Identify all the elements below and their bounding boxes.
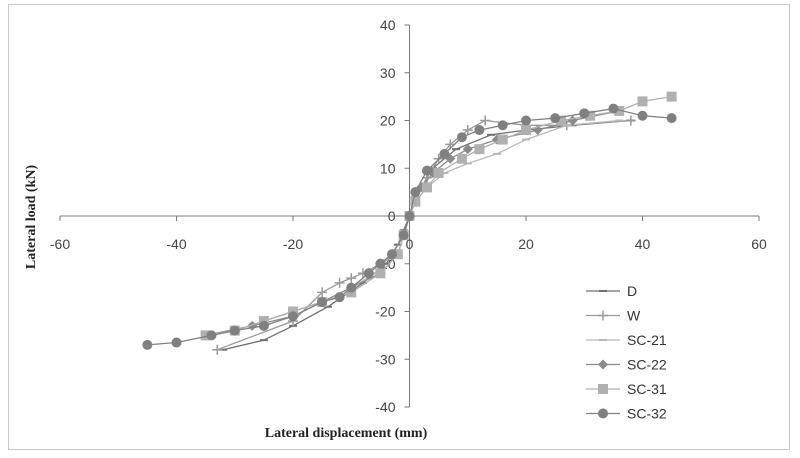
data-point	[474, 125, 485, 136]
legend-entry: SC-31	[586, 381, 667, 397]
data-point	[317, 287, 328, 298]
data-point	[206, 330, 217, 341]
data-point	[392, 249, 403, 260]
x-tick-label: 40	[635, 236, 651, 252]
data-point	[637, 96, 648, 107]
legend-marker	[598, 408, 608, 419]
x-tick-label: 0	[406, 236, 414, 252]
x-tick-label: 20	[518, 236, 534, 252]
data-point	[334, 292, 345, 303]
data-point	[579, 108, 590, 119]
legend-entry: SC-22	[586, 357, 667, 373]
x-tick-label: -60	[50, 236, 70, 252]
series-layer	[142, 91, 677, 355]
data-point	[288, 311, 298, 322]
data-point	[334, 277, 345, 288]
series-line	[217, 119, 631, 351]
data-point	[212, 344, 223, 355]
y-axis-title: Lateral load (kN)	[24, 165, 39, 270]
legend-label: SC-31	[627, 381, 667, 397]
data-point	[462, 144, 473, 155]
data-point	[439, 148, 450, 159]
data-point	[404, 211, 415, 221]
y-tick-label: -20	[375, 304, 395, 320]
data-point	[200, 330, 211, 341]
legend-label: D	[627, 283, 637, 299]
data-point	[625, 115, 636, 126]
legend: DW SC-21 SC-22 SC-31 SC-32	[586, 283, 667, 422]
y-tick-label: -30	[375, 351, 395, 367]
data-point	[550, 113, 561, 124]
series-sc-22	[200, 105, 625, 341]
legend-label: SC-22	[627, 357, 667, 373]
data-point	[421, 182, 432, 193]
legend-label: SC-32	[627, 406, 667, 422]
legend-label: SC-21	[627, 332, 667, 348]
data-point	[171, 337, 182, 348]
data-point	[462, 125, 473, 136]
data-point	[480, 115, 491, 126]
y-tick-label: 40	[380, 17, 396, 33]
series-sc-32	[142, 103, 677, 350]
data-point	[521, 115, 531, 126]
data-point	[258, 320, 269, 331]
data-point	[666, 91, 677, 102]
legend-marker	[598, 310, 608, 321]
x-axis-title: Lateral displacement (mm)	[265, 426, 428, 441]
data-point	[521, 125, 531, 136]
data-point	[555, 115, 566, 126]
chart-frame: -60 -40 -20 0 20 40 60 -40 -30 -20 -10 0 10 20 30 40 La…	[8, 4, 790, 450]
y-tick-label: 20	[380, 113, 396, 129]
data-point	[637, 110, 648, 121]
y-tick-label: 0	[388, 208, 396, 224]
x-tick-label: -20	[283, 236, 303, 252]
data-point	[608, 103, 619, 114]
data-point	[346, 273, 357, 284]
data-point	[346, 282, 357, 293]
data-point	[497, 134, 508, 145]
series-line	[205, 110, 620, 337]
data-point	[363, 268, 374, 279]
data-point	[497, 120, 508, 131]
data-point	[375, 258, 386, 269]
y-tick-label: 30	[380, 65, 396, 81]
data-point	[229, 325, 240, 336]
data-point	[142, 339, 153, 350]
data-point	[398, 230, 409, 241]
legend-entry: SC-21	[586, 332, 667, 348]
data-point	[410, 196, 421, 207]
legend-marker	[598, 384, 608, 394]
data-point	[474, 144, 485, 155]
series-line	[205, 95, 672, 337]
data-point	[614, 105, 625, 116]
series-w	[212, 115, 636, 355]
legend-entry: W	[586, 308, 641, 324]
data-point	[456, 132, 467, 143]
x-tick-label: -40	[166, 236, 186, 252]
data-point	[456, 153, 467, 164]
data-point	[421, 165, 432, 176]
legend-entry: SC-32	[586, 406, 667, 422]
legend-marker	[598, 359, 608, 370]
data-point	[375, 268, 386, 279]
data-point	[585, 110, 596, 121]
y-tick-label: 10	[380, 160, 396, 176]
legend-label: W	[627, 308, 641, 324]
legend-entry: D	[586, 283, 637, 299]
data-point	[317, 296, 328, 307]
data-point	[387, 249, 398, 260]
data-point	[433, 168, 444, 179]
y-tick-label: -40	[375, 399, 395, 415]
x-tick-label: 60	[751, 236, 767, 252]
data-point	[666, 113, 677, 124]
data-point	[410, 187, 421, 198]
